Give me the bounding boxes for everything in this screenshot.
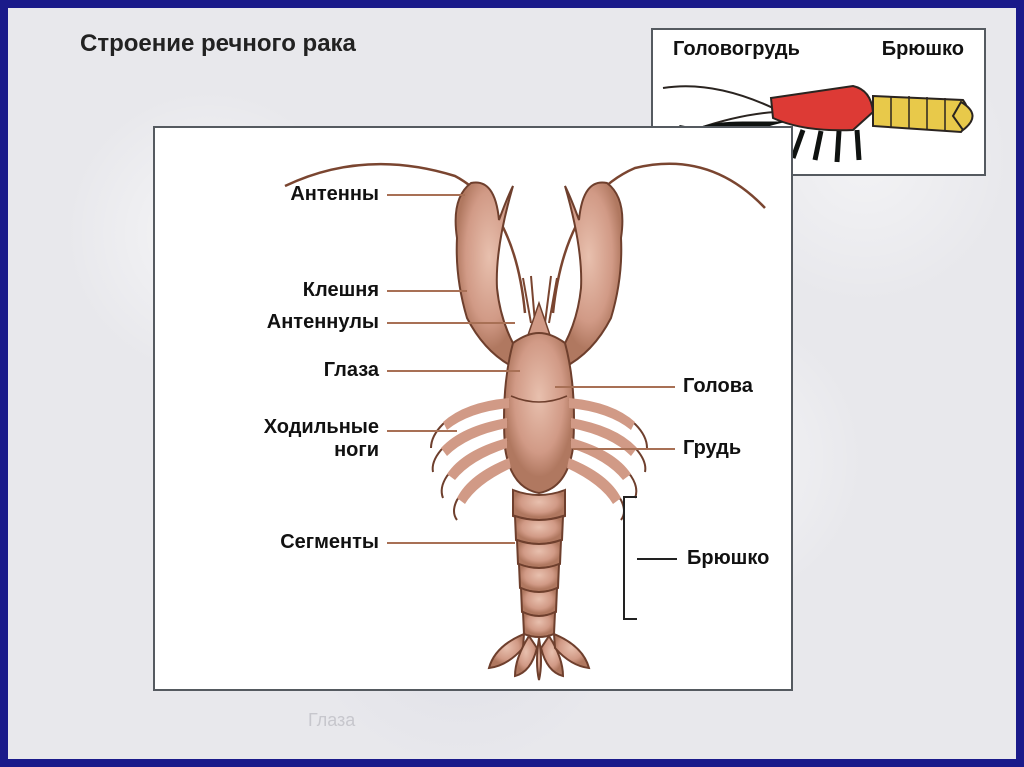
label-antennae: Антенны — [290, 183, 379, 206]
slide-frame: Строение речного рака Головогрудь Брюшко — [8, 8, 1016, 759]
leader-abdomen — [637, 558, 677, 560]
label-abdomen: Брюшко — [687, 547, 769, 570]
label-claw: Клешня — [303, 279, 379, 302]
leader-thorax — [573, 448, 675, 450]
bracket-abdomen — [623, 496, 637, 620]
main-diagram-box: Антенны Клешня Антеннулы Глаза Ходильные… — [153, 126, 793, 691]
leader-segments — [387, 542, 515, 544]
leader-walking-legs — [387, 430, 457, 432]
leader-antennae — [387, 194, 465, 196]
leader-eyes — [387, 370, 520, 372]
label-segments: Сегменты — [280, 531, 379, 554]
page-title: Строение речного рака — [80, 30, 356, 58]
label-antennules: Антеннулы — [267, 311, 379, 334]
label-thorax: Грудь — [683, 437, 741, 460]
label-eyes: Глаза — [324, 359, 379, 382]
leader-antennules — [387, 322, 515, 324]
label-head: Голова — [683, 375, 753, 398]
crayfish-illustration — [155, 128, 795, 693]
faint-caption: Глаза — [308, 710, 355, 731]
leader-head — [555, 386, 675, 388]
leader-claw — [387, 290, 467, 292]
label-walking-legs: Ходильныеноги — [264, 416, 379, 462]
